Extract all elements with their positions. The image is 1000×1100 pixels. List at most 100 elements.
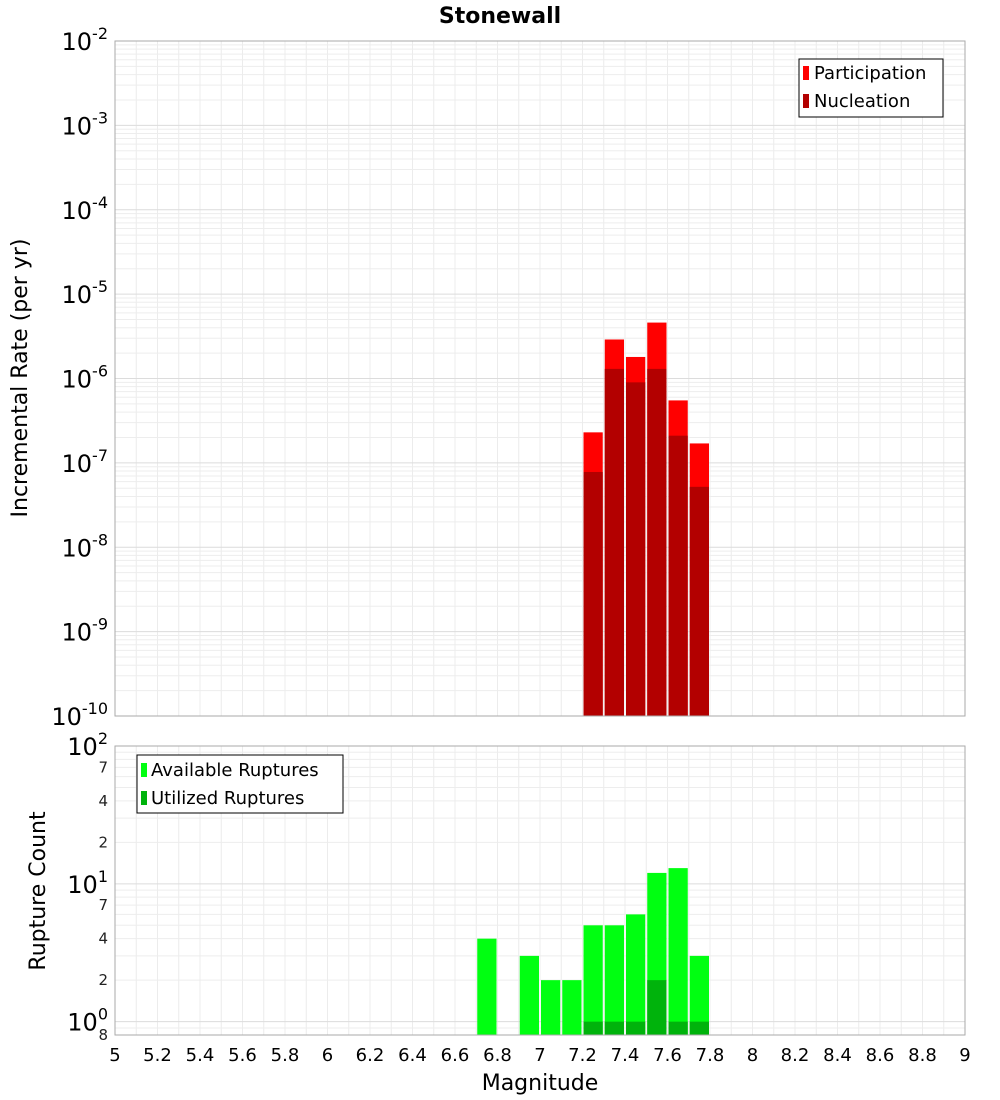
x-tick-label: 5.2 <box>143 1045 172 1066</box>
y-tick-label: 10-4 <box>62 193 109 225</box>
x-tick-label: 8.8 <box>908 1045 937 1066</box>
y-tick-base: 10 <box>62 197 93 225</box>
y-minor-tick-label: 7 <box>98 896 108 914</box>
y-tick-exponent: -5 <box>92 277 108 296</box>
x-axis-label: Magnitude <box>482 1071 599 1096</box>
legend-label-available-ruptures: Available Ruptures <box>151 760 319 781</box>
y-tick-label: 101 <box>67 867 108 899</box>
bottom-plot-frame <box>114 745 966 1036</box>
y-tick-base: 10 <box>62 619 93 647</box>
legend-label-utilized-ruptures: Utilized Ruptures <box>151 788 304 809</box>
bar-utilized-ruptures <box>626 1021 646 1035</box>
y-tick-exponent: -8 <box>92 530 108 549</box>
legend-swatch-participation <box>803 66 809 80</box>
x-tick-label: 5.8 <box>271 1045 300 1066</box>
bar-available-ruptures <box>668 868 688 1035</box>
bar-available-ruptures <box>519 955 539 1035</box>
bottom-legend: Available Ruptures Utilized Ruptures <box>136 754 344 814</box>
y-minor-tick-label: 2 <box>98 833 108 851</box>
bar-utilized-ruptures <box>583 1021 603 1035</box>
y-minor-tick-label: 8 <box>98 1026 108 1044</box>
x-tick-label: 7.4 <box>611 1045 640 1066</box>
x-tick-label: 9 <box>959 1045 970 1066</box>
bar-utilized-ruptures <box>689 1021 709 1035</box>
bar-nucleation <box>626 382 646 716</box>
y-minor-tick-label: 2 <box>98 971 108 989</box>
y-tick-base: 10 <box>62 366 93 394</box>
top-plot-grid <box>114 41 966 717</box>
legend-swatch-nucleation <box>803 94 809 108</box>
x-tick-label: 8.2 <box>781 1045 810 1066</box>
bar-available-ruptures <box>562 980 582 1035</box>
bar-nucleation <box>647 368 667 716</box>
y-tick-label: 10-6 <box>62 362 109 394</box>
y-tick-base: 10 <box>62 450 93 478</box>
y-tick-label: 10-2 <box>62 24 109 56</box>
y-tick-base: 10 <box>62 112 93 140</box>
x-tick-label: 7 <box>534 1045 545 1066</box>
x-tick-label: 8 <box>747 1045 758 1066</box>
bar-available-ruptures <box>541 980 561 1035</box>
y-tick-label: 10-5 <box>62 277 109 309</box>
y-tick-exponent: 1 <box>98 867 108 886</box>
bar-available-ruptures <box>626 914 646 1035</box>
top-y-axis-label: Incremental Rate (per yr) <box>8 239 33 518</box>
legend-label-nucleation: Nucleation <box>814 91 910 112</box>
y-tick-exponent: -7 <box>92 446 108 465</box>
x-tick-label: 6.8 <box>483 1045 512 1066</box>
y-tick-exponent: -6 <box>92 362 108 381</box>
y-tick-exponent: -3 <box>92 108 108 127</box>
legend-swatch-available-ruptures <box>141 763 147 777</box>
bar-nucleation <box>583 471 603 716</box>
bottom-plot-bars <box>477 868 709 1035</box>
y-tick-label: 10-10 <box>51 699 108 731</box>
x-tick-label: 6.6 <box>441 1045 470 1066</box>
x-tick-label: 7.2 <box>568 1045 597 1066</box>
bar-nucleation <box>689 486 709 716</box>
bar-available-ruptures <box>477 938 497 1035</box>
legend-swatch-utilized-ruptures <box>141 791 147 805</box>
bar-nucleation <box>604 368 624 716</box>
x-tick-label: 5.6 <box>228 1045 257 1066</box>
y-tick-label: 10-7 <box>62 446 109 478</box>
bar-utilized-ruptures <box>647 980 667 1035</box>
top-plot-frame <box>114 40 966 717</box>
chart-title: Stonewall <box>439 4 561 29</box>
y-tick-exponent: -4 <box>92 193 108 212</box>
y-minor-tick-label: 7 <box>98 758 108 776</box>
y-tick-label: 10-3 <box>62 108 109 140</box>
legend-label-participation: Participation <box>814 63 926 84</box>
bar-nucleation <box>668 435 688 716</box>
y-tick-base: 10 <box>62 281 93 309</box>
x-tick-label: 8.6 <box>866 1045 895 1066</box>
x-tick-label: 8.4 <box>823 1045 852 1066</box>
y-tick-label: 102 <box>67 729 108 761</box>
y-tick-exponent: 0 <box>98 1005 108 1024</box>
top-legend-box <box>798 58 944 118</box>
y-tick-label: 10-8 <box>62 530 109 562</box>
y-tick-base: 10 <box>51 703 82 731</box>
bar-utilized-ruptures <box>604 1021 624 1035</box>
x-tick-label: 6.2 <box>356 1045 385 1066</box>
y-tick-exponent: -9 <box>92 615 108 634</box>
x-tick-label: 7.8 <box>696 1045 725 1066</box>
y-minor-tick-label: 4 <box>98 792 108 810</box>
bottom-legend-box <box>136 754 344 814</box>
top-legend: Participation Nucleation <box>798 58 944 118</box>
bottom-y-axis-label: Rupture Count <box>26 811 51 971</box>
y-tick-label: 10-9 <box>62 615 109 647</box>
y-tick-exponent: -10 <box>82 699 108 718</box>
x-tick-label: 6.4 <box>398 1045 427 1066</box>
y-tick-base: 10 <box>62 534 93 562</box>
y-tick-base: 10 <box>67 733 98 761</box>
bar-available-ruptures <box>583 925 603 1035</box>
y-tick-base: 10 <box>67 871 98 899</box>
x-tick-labels: 5 5.2 5.4 5.6 5.8 6 6.2 6.4 6.6 6.8 7 7.2 7.4 7.6 7.8 8… <box>109 1045 970 1066</box>
y-tick-exponent: -2 <box>92 24 108 43</box>
y-tick-label: 100 <box>67 1005 108 1037</box>
y-tick-base: 10 <box>62 28 93 56</box>
bar-available-ruptures <box>689 955 709 1035</box>
bar-utilized-ruptures <box>668 1021 688 1035</box>
